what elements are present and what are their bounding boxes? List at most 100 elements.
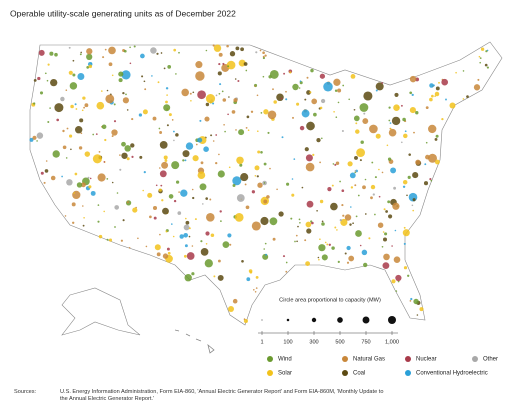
plant-dot (203, 146, 209, 153)
plant-dot (72, 221, 75, 224)
plant-dot (435, 86, 440, 91)
legend-swatch (267, 356, 273, 362)
plant-dot (309, 91, 312, 94)
plant-dot (360, 140, 364, 144)
plant-dot (318, 258, 320, 261)
plant-dot (391, 279, 396, 284)
plant-dot (484, 63, 488, 67)
plant-dot (409, 91, 413, 95)
plant-dot (126, 201, 129, 204)
plant-dot (227, 113, 229, 116)
plant-dot (370, 184, 376, 190)
plant-dot (282, 255, 286, 258)
plant-dot (311, 221, 314, 225)
plant-dot (191, 272, 195, 276)
legend-swatch (342, 356, 348, 362)
plant-dot (119, 154, 121, 156)
plant-dot (142, 109, 148, 115)
plant-dot (47, 120, 50, 124)
plant-dot (118, 78, 123, 83)
plant-dot (124, 145, 131, 152)
plant-dot (70, 148, 72, 151)
plant-dot (131, 155, 134, 158)
plant-dot (305, 154, 313, 162)
plant-dot (455, 71, 457, 74)
plant-dot (227, 233, 232, 238)
plant-dot (273, 100, 277, 104)
plant-dot (80, 182, 86, 188)
plant-dot (250, 110, 254, 113)
plant-dot (434, 137, 438, 141)
plant-dot (306, 121, 315, 131)
plant-dot (431, 94, 434, 98)
plant-dot (106, 178, 109, 180)
plant-dot (359, 244, 362, 247)
plant-dot (65, 157, 68, 159)
plant-dot (45, 160, 48, 162)
plant-dot (363, 262, 368, 268)
plant-dot (90, 190, 96, 196)
plant-dot (33, 79, 37, 82)
plant-dot (262, 51, 265, 55)
plant-dot (428, 124, 437, 134)
size-circle (388, 316, 396, 324)
plant-dot (165, 230, 168, 233)
plant-dot (184, 274, 192, 282)
plant-dot (108, 238, 113, 242)
legend-swatch (405, 356, 411, 362)
plant-dot (97, 204, 100, 206)
plant-dot (364, 178, 367, 181)
plant-dot (318, 244, 326, 252)
plant-dot (92, 154, 102, 164)
plant-dot (159, 233, 161, 236)
plant-dot (353, 115, 360, 122)
plant-dot (98, 234, 103, 239)
plant-dot (149, 215, 152, 219)
plant-dot (334, 226, 337, 229)
plant-dot (145, 245, 148, 248)
plant-dot (253, 289, 255, 291)
plant-dot (402, 117, 406, 122)
plant-dot (320, 98, 326, 104)
plant-dot (292, 83, 299, 91)
plant-dot (226, 60, 236, 70)
legend-label: Natural Gas (353, 357, 385, 363)
size-tick-label: 1,000 (385, 339, 399, 345)
plant-dot (33, 102, 36, 105)
plant-dot (204, 259, 213, 268)
plant-dot (119, 168, 122, 171)
plant-dot (292, 116, 294, 119)
plant-dot (217, 274, 224, 281)
plant-dot (395, 274, 402, 282)
plant-dot (363, 91, 373, 101)
plant-dot (204, 116, 210, 122)
plant-dot (86, 66, 90, 69)
plant-dot (395, 290, 398, 292)
plant-dot (301, 186, 304, 189)
plant-dot (165, 87, 169, 90)
plant-dot (403, 266, 408, 270)
plant-dot (177, 211, 182, 215)
legend-label: Solar (278, 371, 292, 377)
plant-dot (349, 172, 356, 179)
plant-dot (359, 103, 369, 112)
plant-dot (83, 106, 86, 109)
plant-dot (256, 175, 259, 178)
plant-dot (430, 179, 433, 182)
size-tick-label: 500 (335, 339, 344, 345)
plant-dot (280, 97, 283, 100)
plant-dot (76, 182, 83, 188)
plant-dot (133, 45, 136, 48)
legend-label: Conventional Hydroelectric (416, 371, 488, 377)
plant-dot (305, 261, 310, 266)
plant-dot (173, 139, 175, 142)
plant-dot (328, 243, 331, 246)
plant-dot (333, 110, 335, 113)
plant-dot (234, 213, 244, 222)
plant-dot (236, 156, 244, 165)
plant-dot (285, 270, 288, 273)
plant-dot (200, 248, 209, 256)
plant-dot (296, 240, 298, 243)
plant-dot (269, 167, 271, 170)
